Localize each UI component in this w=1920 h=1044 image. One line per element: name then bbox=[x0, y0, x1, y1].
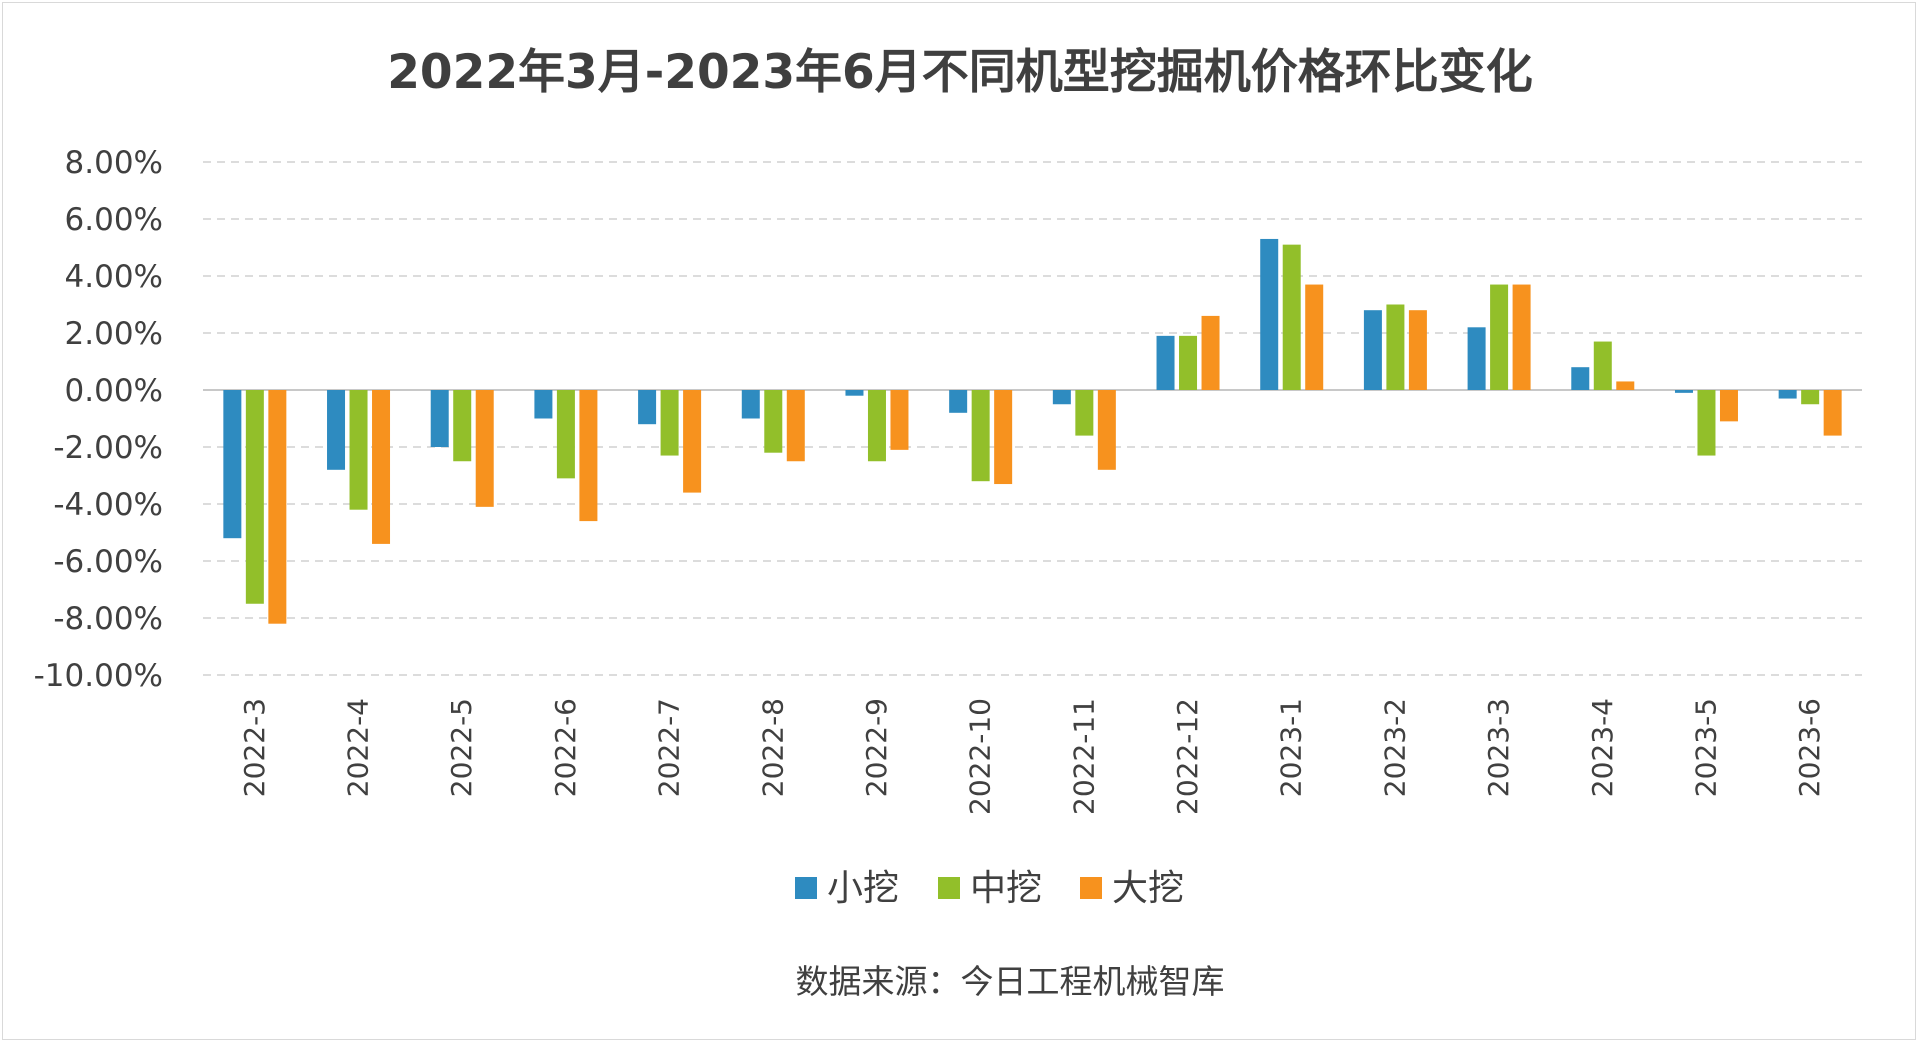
y-tick-label: 6.00% bbox=[65, 202, 163, 238]
x-tick-label: 2023-4 bbox=[1586, 698, 1619, 797]
bar-大挖-2022-12 bbox=[1201, 315, 1220, 390]
bar-中挖-2022-7 bbox=[660, 390, 679, 456]
x-tick-label: 2022-11 bbox=[1067, 698, 1100, 815]
x-tick-label: 2022-9 bbox=[860, 698, 893, 797]
x-tick-label: 2022-4 bbox=[342, 698, 375, 797]
bar-大挖-2022-9 bbox=[890, 390, 909, 450]
bar-中挖-2022-11 bbox=[1075, 390, 1094, 436]
bar-小挖-2022-8 bbox=[741, 390, 760, 419]
bar-大挖-2023-5 bbox=[1719, 390, 1738, 422]
bar-大挖-2022-8 bbox=[786, 390, 805, 462]
x-tick-label: 2022-8 bbox=[756, 698, 789, 797]
y-axis-ticks: 8.00% 6.00% 4.00% 2.00% 0.00% -2.00% -4.00% -6.… bbox=[34, 145, 163, 694]
bar-大挖-2023-1 bbox=[1305, 284, 1324, 390]
x-tick-label: 2022-3 bbox=[238, 698, 271, 797]
bar-中挖-2022-10 bbox=[971, 390, 990, 482]
bar-小挖-2023-5 bbox=[1674, 390, 1693, 393]
y-tick-label: -2.00% bbox=[53, 430, 163, 466]
bar-中挖-2023-6 bbox=[1801, 390, 1820, 405]
bar-中挖-2022-9 bbox=[867, 390, 886, 462]
y-tick-label: -6.00% bbox=[53, 544, 163, 580]
x-tick-label: 2022-7 bbox=[653, 698, 686, 797]
x-tick-label: 2023-2 bbox=[1378, 698, 1411, 797]
x-tick-label: 2022-5 bbox=[445, 698, 478, 797]
legend-swatch bbox=[795, 877, 817, 899]
bar-大挖-2023-4 bbox=[1616, 381, 1635, 390]
x-tick-label: 2023-5 bbox=[1689, 698, 1722, 797]
bar-中挖-2022-3 bbox=[245, 390, 264, 604]
bar-小挖-2022-4 bbox=[327, 390, 346, 470]
bars bbox=[223, 238, 1842, 624]
y-tick-label: -8.00% bbox=[53, 601, 163, 637]
bar-小挖-2022-3 bbox=[223, 390, 242, 539]
x-tick-label: 2022-10 bbox=[964, 698, 997, 815]
bar-小挖-2022-9 bbox=[845, 390, 864, 396]
bar-小挖-2022-11 bbox=[1052, 390, 1071, 405]
source-note: 数据来源：今日工程机械智库 bbox=[796, 962, 1225, 1001]
bar-大挖-2022-10 bbox=[994, 390, 1013, 485]
y-tick-label: 2.00% bbox=[65, 316, 163, 352]
bar-小挖-2022-5 bbox=[430, 390, 449, 447]
bar-小挖-2023-4 bbox=[1571, 367, 1590, 390]
legend-swatch bbox=[1080, 877, 1102, 899]
bar-中挖-2022-4 bbox=[349, 390, 368, 510]
legend-label: 大挖 bbox=[1112, 868, 1184, 909]
bar-中挖-2023-3 bbox=[1490, 284, 1509, 390]
bar-小挖-2023-3 bbox=[1467, 327, 1486, 390]
y-tick-label: 0.00% bbox=[65, 373, 163, 409]
x-tick-label: 2023-1 bbox=[1275, 698, 1308, 797]
bar-中挖-2023-2 bbox=[1386, 304, 1405, 390]
bar-中挖-2022-5 bbox=[453, 390, 472, 462]
bar-小挖-2023-6 bbox=[1778, 390, 1797, 399]
y-tick-label: 4.00% bbox=[65, 259, 163, 295]
x-axis-ticks: 2022-3 2022-4 2022-5 2022-6 2022-7 2022-8 2022… bbox=[238, 698, 1826, 815]
bar-大挖-2023-6 bbox=[1823, 390, 1842, 436]
bar-中挖-2022-8 bbox=[764, 390, 783, 453]
gridlines bbox=[203, 161, 1862, 676]
bar-大挖-2022-7 bbox=[683, 390, 702, 493]
bar-大挖-2022-5 bbox=[475, 390, 494, 507]
bar-小挖-2023-1 bbox=[1260, 238, 1279, 390]
bar-大挖-2022-4 bbox=[372, 390, 391, 544]
legend-label: 小挖 bbox=[827, 868, 899, 909]
bar-大挖-2022-6 bbox=[579, 390, 598, 522]
bar-小挖-2022-10 bbox=[949, 390, 968, 413]
y-tick-label: -4.00% bbox=[53, 487, 163, 523]
x-tick-label: 2022-6 bbox=[549, 698, 582, 797]
bar-中挖-2023-5 bbox=[1697, 390, 1716, 456]
bar-小挖-2022-7 bbox=[638, 390, 657, 425]
bar-大挖-2023-3 bbox=[1512, 284, 1531, 390]
bar-中挖-2022-6 bbox=[556, 390, 575, 479]
x-tick-label: 2023-3 bbox=[1482, 698, 1515, 797]
bar-大挖-2023-2 bbox=[1408, 310, 1427, 390]
bar-大挖-2022-3 bbox=[268, 390, 287, 624]
chart-title: 2022年3月-2023年6月不同机型挖掘机价格环比变化 bbox=[387, 45, 1533, 100]
y-tick-label: 8.00% bbox=[65, 145, 163, 181]
bar-大挖-2022-11 bbox=[1097, 390, 1116, 470]
x-tick-label: 2023-6 bbox=[1793, 698, 1826, 797]
bar-中挖-2022-12 bbox=[1179, 335, 1198, 390]
bar-中挖-2023-1 bbox=[1282, 244, 1301, 390]
bar-小挖-2023-2 bbox=[1363, 310, 1382, 390]
bar-中挖-2023-4 bbox=[1593, 341, 1612, 390]
bar-小挖-2022-12 bbox=[1156, 335, 1175, 390]
legend: 小挖 中挖 大挖 bbox=[795, 868, 1184, 909]
legend-swatch bbox=[938, 877, 960, 899]
bar-小挖-2022-6 bbox=[534, 390, 553, 419]
x-tick-label: 2022-12 bbox=[1171, 698, 1204, 815]
legend-label: 中挖 bbox=[970, 868, 1042, 909]
y-tick-label: -10.00% bbox=[34, 658, 163, 694]
